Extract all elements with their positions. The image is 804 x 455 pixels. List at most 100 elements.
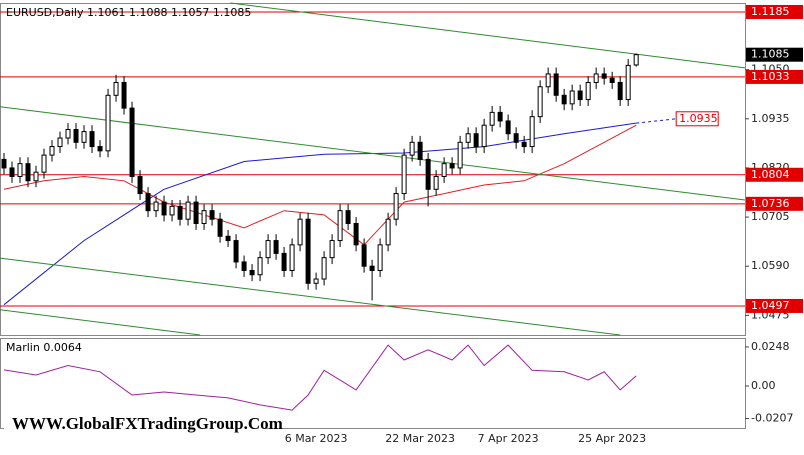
candle-body [457,141,463,169]
overlay-line [0,106,746,201]
candle-body [337,210,343,242]
candle-body [153,201,159,212]
candle-body [185,201,191,220]
candle-body [617,81,623,101]
indicator-pane [3,344,637,411]
candle-body [345,210,351,224]
level-label: 1.1033 [751,70,790,83]
candle-body [169,205,175,216]
candle-body [273,240,279,254]
candle-body [65,128,71,139]
candle-body [25,163,31,182]
candle-body [577,90,583,101]
y-tick-label: 0.00 [751,379,776,392]
candle-body [289,244,295,271]
level-label-box [746,196,803,211]
x-tick-label: 22 Mar 2023 [385,432,455,445]
candle-body [265,240,271,259]
candle-body [89,131,95,148]
level-label: 1.0497 [751,299,790,312]
level-label-box [746,4,803,19]
candle-body [377,244,383,271]
candle-body [489,111,495,126]
candle-body [425,158,431,190]
candle-body [385,218,391,246]
candle-body [1,158,7,169]
candle-body [305,218,311,284]
candle-body [297,218,303,246]
candle-body [625,64,631,101]
level-label: 1.0736 [751,197,790,210]
candle-body [9,167,15,177]
projection-line [636,118,677,124]
candle-body [217,218,223,237]
level-label: 1.1185 [751,5,790,18]
price-frame [0,3,746,336]
candle-body [401,154,407,195]
candle-body [49,146,55,156]
price-pane: 1.0935 [0,2,746,336]
candle-body [545,73,551,88]
candle-body [121,81,127,109]
candle-body [529,116,535,148]
candle-body [449,163,455,169]
y-tick-label: 1.0590 [751,259,790,272]
candle-body [193,201,199,224]
chart-title: EURUSD,Daily 1.1061 1.1088 1.1057 1.1085 [6,6,251,19]
candle-body [369,265,375,271]
candle-body [553,73,559,96]
candle-body [321,257,327,280]
candle-body [17,163,23,177]
y-tick-label: 0.0248 [751,340,790,353]
candle-body [81,131,87,143]
overlay-line [230,2,746,69]
indicator-frame [0,338,746,429]
candle-body [481,124,487,148]
candle-body [249,269,255,276]
y-tick-label: 1.0705 [751,210,790,223]
candle-body [137,175,143,195]
overlay-line [0,309,201,336]
candle-body [145,193,151,212]
projection-label: 1.0935 [679,112,718,125]
candle-body [601,73,607,79]
candle-body [33,171,39,182]
candle-body [505,120,511,135]
overlay-line [3,122,637,306]
candle-body [57,137,63,148]
overlay-line [0,257,621,336]
candle-body [561,94,567,105]
level-label-box [746,69,803,84]
candle-body [633,54,639,66]
y-tick-label: 1.0935 [751,112,790,125]
candle-body [513,133,519,143]
candle-body [521,141,527,148]
candle-body [497,111,503,122]
candle-body [609,77,615,83]
candle-body [409,141,415,156]
candle-body [41,154,47,173]
watermark-box [4,410,266,440]
candle-body [241,261,247,271]
level-label-box [746,167,803,182]
candle-body [353,222,359,246]
indicator-title: Marlin 0.0064 [6,341,82,354]
candle-body [585,81,591,101]
candle-body [257,257,263,276]
candle-body [177,205,183,220]
candle-body [313,278,319,284]
x-tick-label: 25 Apr 2023 [578,432,646,445]
indicator-line [3,344,637,411]
y-tick-label: -0.0207 [751,412,793,425]
last-price-box [746,47,803,62]
candle-body [361,244,367,267]
x-tick-label: 6 Mar 2023 [285,432,348,445]
x-tick-label: 7 Apr 2023 [478,432,539,445]
candle-body [161,201,167,216]
level-label-box [746,298,803,313]
candle-body [473,133,479,148]
projection-label-box [675,111,719,127]
